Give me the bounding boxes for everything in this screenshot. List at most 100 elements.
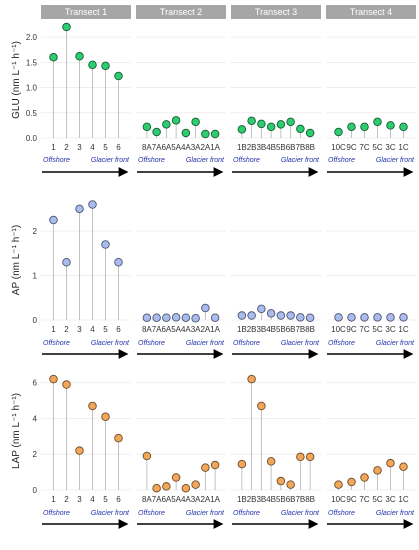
glacier-front-label: Glacier front xyxy=(376,510,415,517)
data-point xyxy=(142,122,152,132)
x-tick-label: 8B xyxy=(305,325,315,334)
data-point xyxy=(75,204,84,214)
data-point xyxy=(162,482,171,491)
data-point xyxy=(49,53,58,62)
x-tick-label: 7A xyxy=(152,495,162,504)
data-point xyxy=(114,433,123,443)
data-point xyxy=(210,313,220,323)
offshore-label: Offshore xyxy=(43,340,70,347)
glacier-front-label: Glacier front xyxy=(186,157,225,164)
data-point xyxy=(171,473,181,482)
x-tick-label: 9C xyxy=(346,495,356,504)
x-tick-label: 4A xyxy=(181,143,191,152)
x-tick-label: 1C xyxy=(398,495,408,504)
x-tick-label: 5B xyxy=(276,325,286,334)
x-tick-label: 7B xyxy=(295,325,305,334)
facet-title-1: Transect 1 xyxy=(65,7,107,17)
offshore-label: Offshore xyxy=(328,340,355,347)
x-tick-label: 2A xyxy=(200,495,210,504)
data-point xyxy=(210,460,220,470)
data-point xyxy=(49,374,58,384)
data-point xyxy=(276,311,286,320)
data-point xyxy=(373,466,382,475)
x-tick-label: 8A xyxy=(142,325,152,334)
data-point xyxy=(142,313,152,323)
data-point xyxy=(152,313,161,323)
data-point xyxy=(101,412,110,421)
x-tick-label: 6B xyxy=(286,495,296,504)
x-tick-label: 7C xyxy=(359,495,369,504)
x-tick-label: 3A xyxy=(191,143,201,152)
data-point xyxy=(257,119,266,129)
data-point xyxy=(286,480,295,489)
facet-title-4: Transect 4 xyxy=(350,7,392,17)
x-tick-label: 4 xyxy=(90,495,95,504)
glacier-front-label: Glacier front xyxy=(186,510,225,517)
data-point xyxy=(296,124,305,134)
x-tick-label: 1 xyxy=(51,495,56,504)
x-tick-label: 3A xyxy=(191,495,201,504)
x-tick-label: 3 xyxy=(77,495,82,504)
x-tick-label: 3C xyxy=(385,325,395,334)
data-point xyxy=(334,127,343,137)
x-tick-label: 2 xyxy=(64,325,69,334)
data-point xyxy=(247,374,256,384)
data-point xyxy=(237,459,247,469)
offshore-label: Offshore xyxy=(233,157,260,164)
data-point xyxy=(266,309,276,318)
data-point xyxy=(266,122,276,132)
x-tick-label: 4B xyxy=(266,495,276,504)
x-tick-label: 3B xyxy=(256,325,266,334)
x-tick-label: 8A xyxy=(142,495,152,504)
glacier-front-label: Glacier front xyxy=(281,340,320,347)
x-tick-label: 3B xyxy=(256,143,266,152)
y-axis-label: LAP (nm L⁻¹ h⁻¹) xyxy=(11,393,22,469)
glacier-front-label: Glacier front xyxy=(186,340,225,347)
x-tick-label: 6B xyxy=(286,143,296,152)
facet-strip-3 xyxy=(231,5,321,19)
x-tick-label: 1B xyxy=(237,325,247,334)
data-point xyxy=(399,313,408,322)
x-tick-label: 1C xyxy=(398,325,408,334)
x-tick-label: 5 xyxy=(103,495,108,504)
facet-title-3: Transect 3 xyxy=(255,7,297,17)
x-tick-label: 8A xyxy=(142,143,152,152)
data-point xyxy=(276,120,286,129)
data-point xyxy=(75,446,84,455)
x-tick-label: 4 xyxy=(90,143,95,152)
data-point xyxy=(201,129,210,139)
y-tick-label: 6 xyxy=(33,379,38,388)
data-point xyxy=(305,313,315,323)
x-tick-label: 2B xyxy=(247,143,257,152)
data-point xyxy=(373,117,382,127)
x-tick-label: 4A xyxy=(181,495,191,504)
x-tick-label: 5C xyxy=(372,495,382,504)
x-tick-label: 5B xyxy=(276,143,286,152)
y-tick-label: 1.5 xyxy=(26,58,38,67)
data-point xyxy=(152,127,161,137)
x-tick-label: 9C xyxy=(346,143,356,152)
x-tick-label: 1B xyxy=(237,495,247,504)
x-tick-label: 6A xyxy=(161,495,171,504)
data-point xyxy=(360,122,369,132)
data-point xyxy=(181,128,191,138)
x-tick-label: 1A xyxy=(210,325,220,334)
x-tick-label: 6B xyxy=(286,325,296,334)
x-tick-label: 2 xyxy=(64,143,69,152)
offshore-label: Offshore xyxy=(138,510,165,517)
data-point xyxy=(171,116,181,125)
x-tick-label: 1 xyxy=(51,325,56,334)
glacier-front-label: Glacier front xyxy=(91,510,130,517)
y-tick-label: 1 xyxy=(33,272,38,281)
data-point xyxy=(62,257,71,267)
y-tick-label: 4 xyxy=(33,414,38,423)
x-tick-label: 5A xyxy=(171,143,181,152)
x-tick-label: 7B xyxy=(295,143,305,152)
data-point xyxy=(347,122,356,132)
data-point xyxy=(347,477,356,487)
x-tick-label: 2 xyxy=(64,495,69,504)
x-tick-label: 7C xyxy=(359,325,369,334)
x-tick-label: 6 xyxy=(116,143,121,152)
data-point xyxy=(305,452,315,462)
